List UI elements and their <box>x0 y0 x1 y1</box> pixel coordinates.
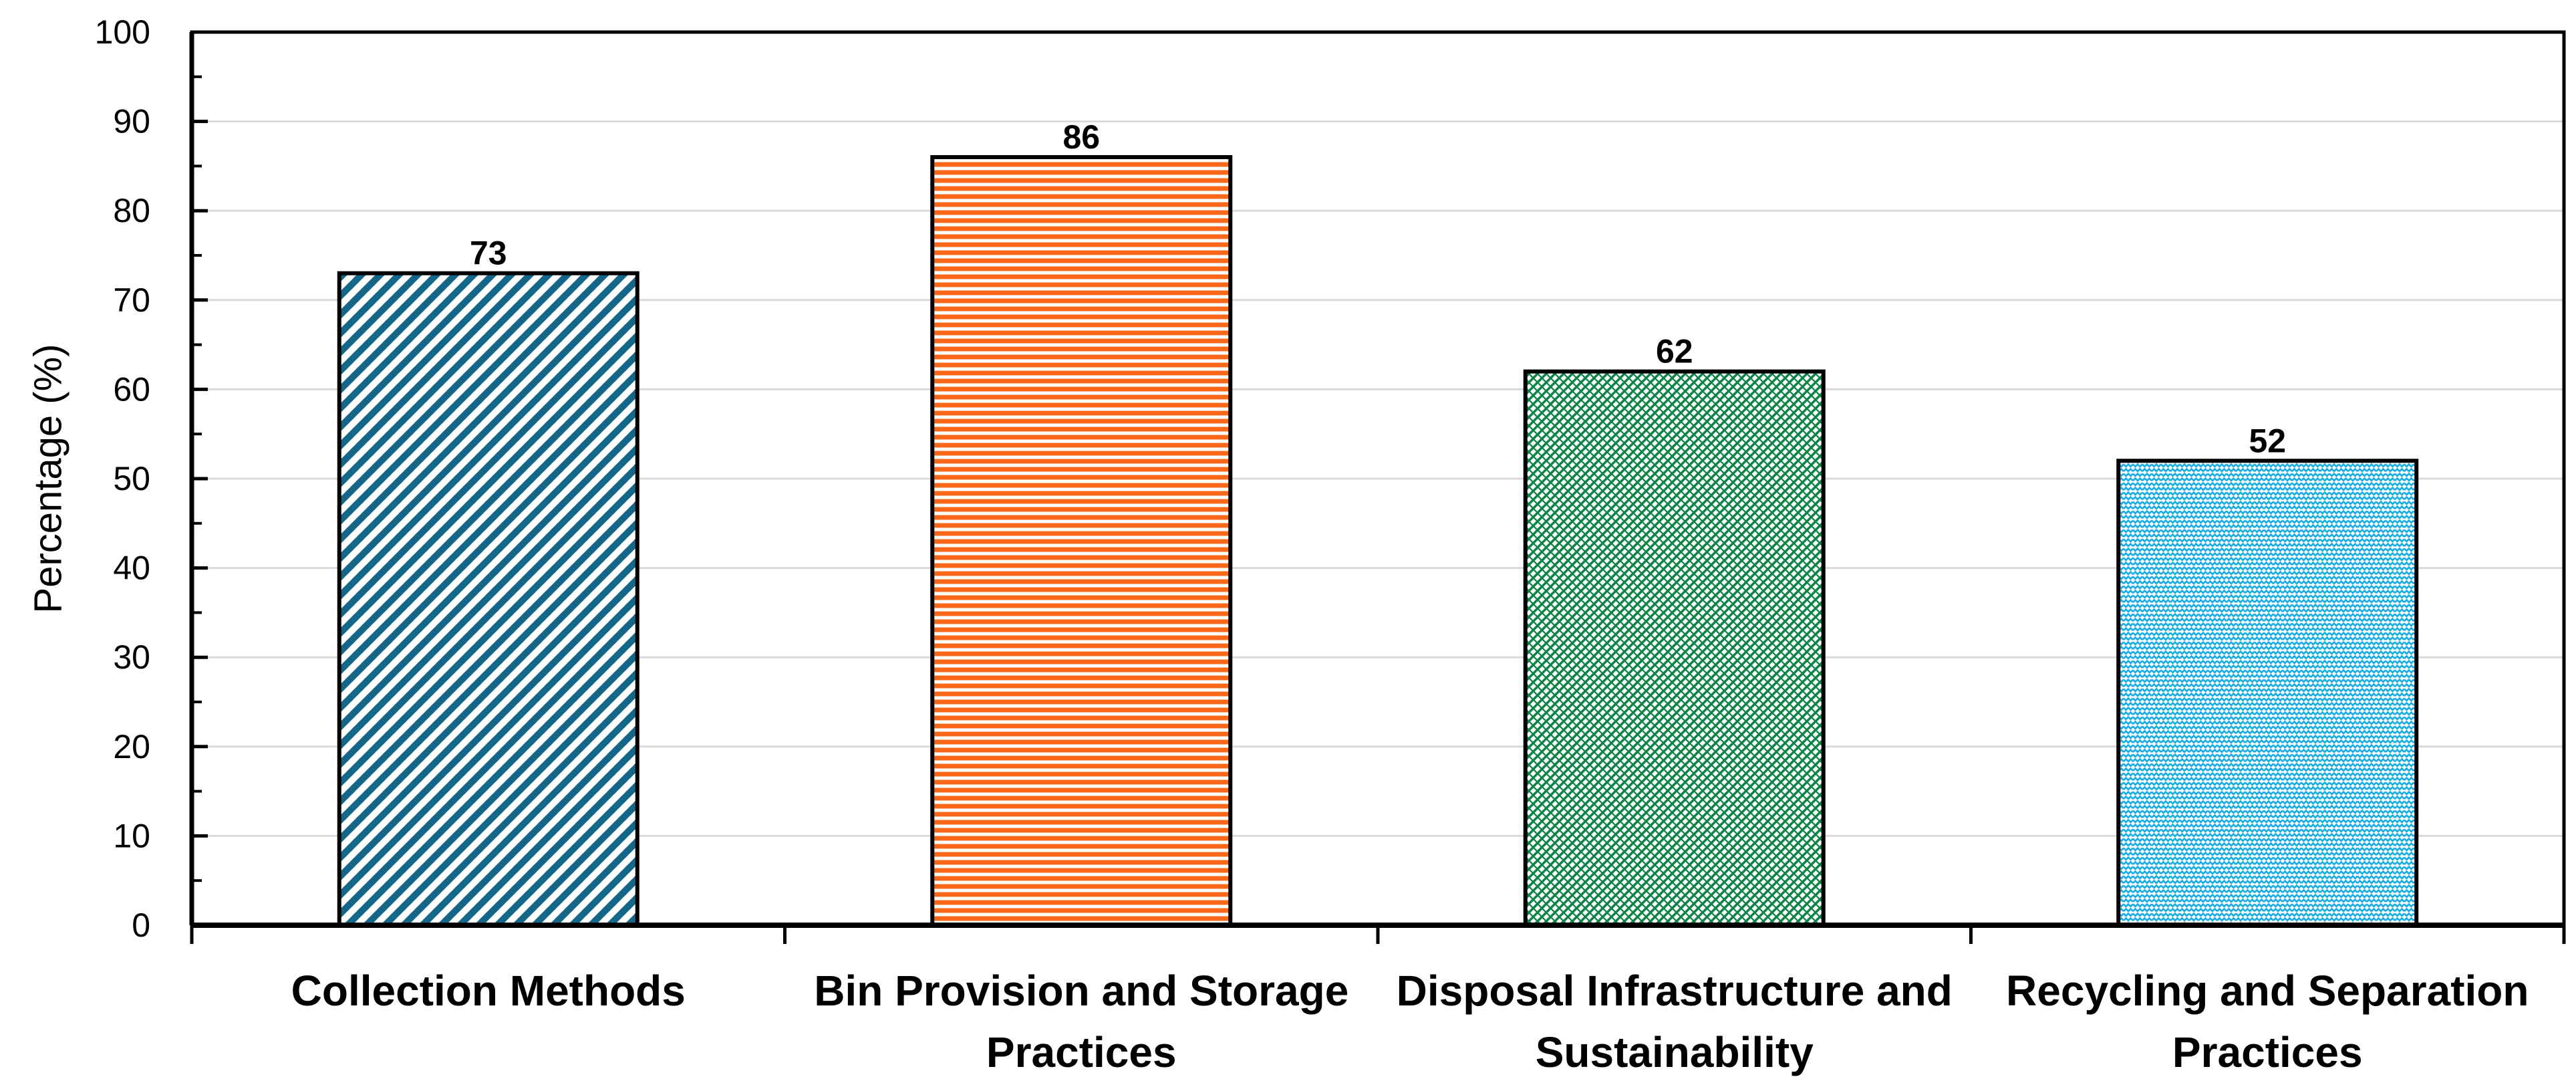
y-tick-label: 80 <box>113 192 150 229</box>
y-tick-label: 30 <box>113 638 150 676</box>
labels-group: 0 10 20 30 40 50 60 70 80 90 100 73 Collection Metho… <box>95 13 2529 1076</box>
bar-disposal-infrastructure-and-sustainability <box>1523 369 1826 927</box>
category-label: Bin Provision and Storage <box>814 967 1348 1015</box>
bar-bin-provision-and-storage-practices <box>930 155 1233 927</box>
category-label: Collection Methods <box>291 967 686 1015</box>
category-label: Disposal Infrastructure and <box>1397 967 1953 1015</box>
y-tick-label: 90 <box>113 103 150 140</box>
y-tick-label: 70 <box>113 281 150 319</box>
bar-value-label: 52 <box>2249 422 2286 459</box>
y-tick-label: 50 <box>113 460 150 497</box>
y-tick-label: 100 <box>95 13 150 51</box>
bar-value-label: 73 <box>470 235 507 272</box>
category-label: Recycling and Separation <box>2006 967 2529 1015</box>
y-tick-label: 10 <box>113 817 150 854</box>
bar-value-label: 86 <box>1062 118 1100 156</box>
bars-group <box>337 155 2419 928</box>
category-label: Practices <box>2172 1028 2363 1076</box>
category-label: Sustainability <box>1536 1028 1814 1076</box>
y-tick-label: 0 <box>132 907 150 944</box>
axes-group <box>189 30 2566 944</box>
y-tick-label: 60 <box>113 370 150 408</box>
bar-value-label: 62 <box>1656 333 1693 370</box>
bar-collection-methods <box>337 271 639 928</box>
y-tick-label: 20 <box>113 728 150 765</box>
bar-recycling-and-separation-practices <box>2116 459 2419 927</box>
y-axis-title: Percentage (%) <box>26 344 70 614</box>
y-tick-label: 40 <box>113 550 150 587</box>
category-label: Practices <box>986 1028 1177 1076</box>
